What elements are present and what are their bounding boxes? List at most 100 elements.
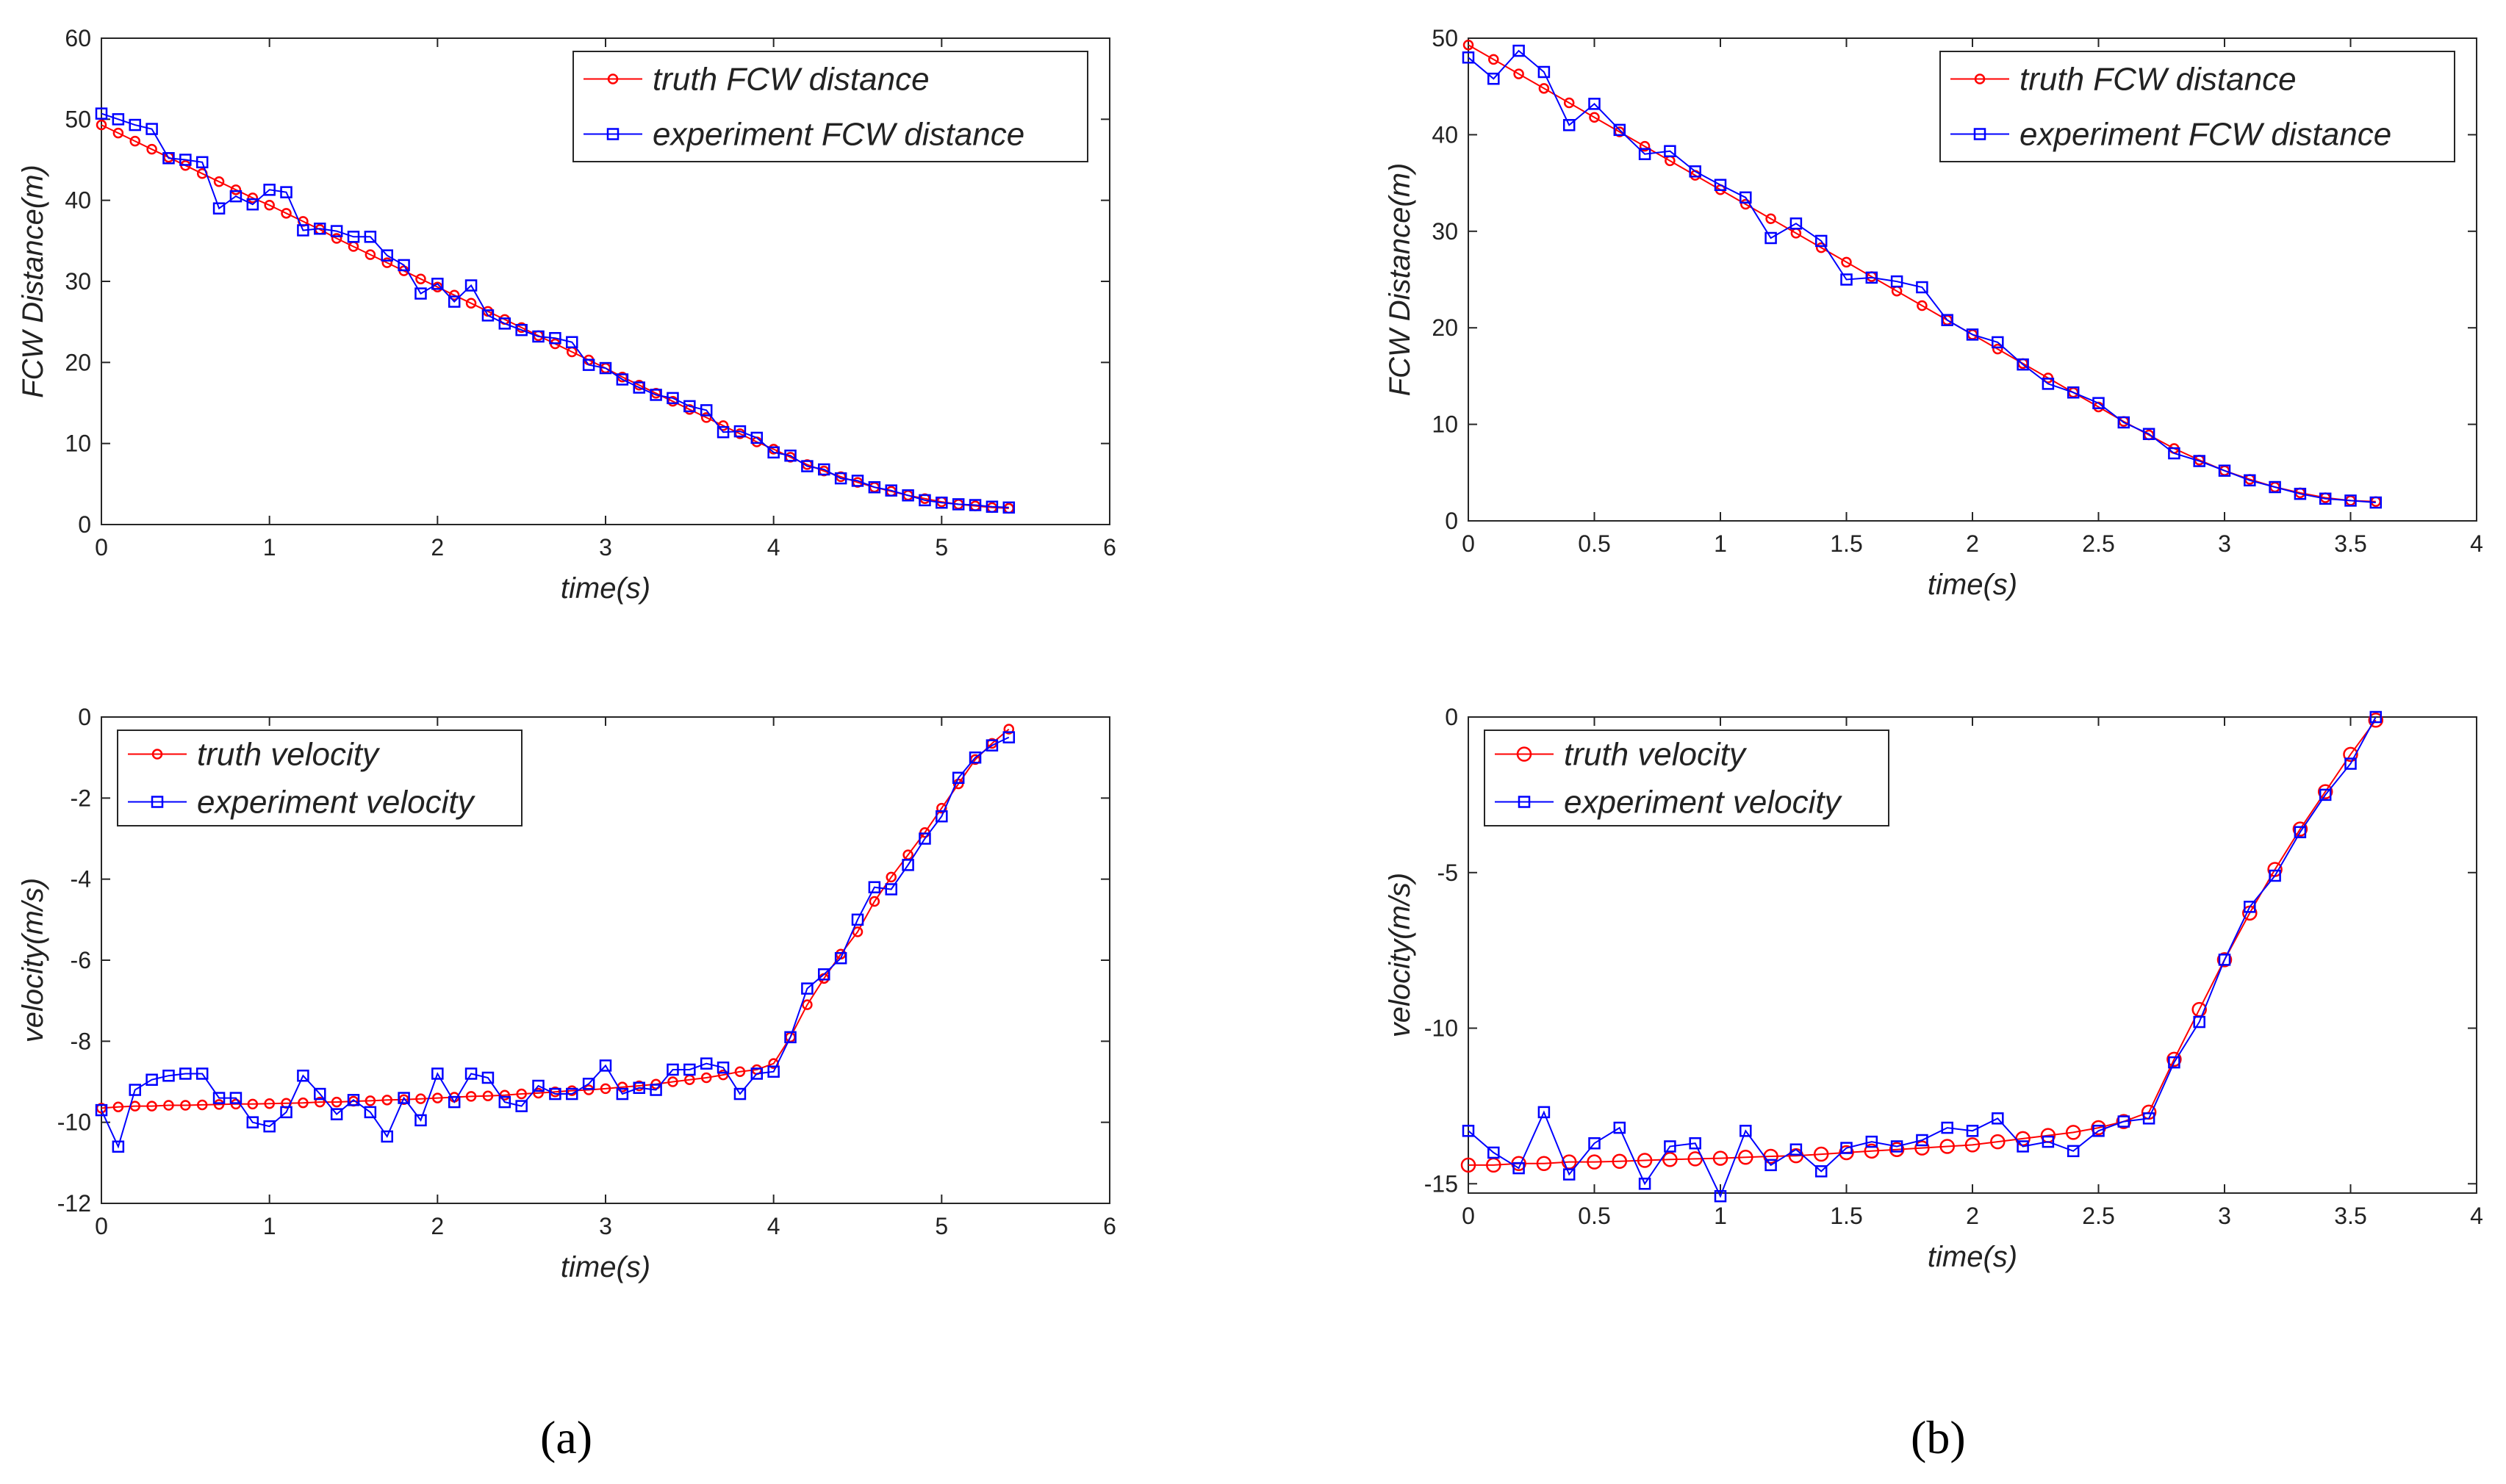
data-point xyxy=(818,463,830,476)
data-point xyxy=(936,802,947,814)
data-point xyxy=(733,425,747,438)
data-point xyxy=(146,143,157,155)
data-point xyxy=(1612,1153,1628,1170)
data-point xyxy=(213,1099,225,1110)
data-point xyxy=(1864,1143,1880,1159)
data-point xyxy=(1512,1161,1525,1175)
data-point xyxy=(229,190,243,203)
y-tick-label: 40 xyxy=(1432,121,1458,148)
data-point xyxy=(1588,1137,1601,1150)
y-tick-label: -12 xyxy=(57,1190,91,1217)
y-tick-label: 30 xyxy=(1432,218,1458,245)
data-point xyxy=(1003,724,1015,735)
data-point xyxy=(802,999,813,1010)
data-point xyxy=(1513,68,1524,79)
data-point xyxy=(280,1106,292,1119)
data-point xyxy=(1639,140,1651,152)
legend-marker xyxy=(1974,73,1986,84)
data-point xyxy=(851,475,864,487)
data-point xyxy=(398,259,410,272)
data-point xyxy=(1941,314,1953,326)
y-tick-label: 50 xyxy=(65,106,91,132)
y-axis-label: FCW Distance(m) xyxy=(17,165,49,398)
data-point xyxy=(195,156,209,169)
data-point xyxy=(112,1140,125,1153)
data-point xyxy=(2116,1114,2132,1129)
data-point xyxy=(2117,416,2130,429)
data-point xyxy=(431,278,444,290)
legend-marker xyxy=(1516,746,1532,762)
data-point xyxy=(616,1087,629,1101)
data-point xyxy=(2142,1112,2155,1125)
data-point xyxy=(2269,480,2281,494)
data-point xyxy=(498,317,511,330)
data-point xyxy=(1562,1168,1576,1181)
data-point xyxy=(600,1083,611,1095)
data-point xyxy=(482,1090,494,1102)
data-point xyxy=(364,231,377,243)
data-point xyxy=(1462,1125,1475,1137)
data-point xyxy=(1589,112,1600,123)
data-point xyxy=(415,273,426,284)
data-point xyxy=(515,1100,528,1112)
data-point xyxy=(1917,300,1928,311)
data-point xyxy=(2092,397,2105,409)
data-point xyxy=(112,127,124,139)
data-point xyxy=(869,896,880,907)
data-point xyxy=(1689,165,1701,178)
data-point xyxy=(2344,757,2357,770)
legend-box xyxy=(117,730,523,826)
data-point xyxy=(381,249,393,262)
data-point xyxy=(1487,72,1500,85)
data-point xyxy=(1460,1157,1476,1173)
data-point xyxy=(398,1092,410,1104)
data-point xyxy=(650,389,662,401)
data-point xyxy=(146,1101,157,1112)
x-axis-label: time(s) xyxy=(561,1251,650,1283)
data-point xyxy=(1814,234,1828,248)
data-point xyxy=(1916,281,1928,294)
data-point xyxy=(2269,869,2281,882)
y-tick-label: -6 xyxy=(71,947,91,973)
legend-box xyxy=(572,51,1088,162)
data-point xyxy=(633,381,645,394)
data-point xyxy=(1488,54,1499,65)
data-point xyxy=(2017,1140,2029,1153)
data-point xyxy=(1765,213,1776,224)
data-point xyxy=(247,192,259,203)
data-point xyxy=(985,500,999,513)
x-tick-label: 2 xyxy=(1966,1203,1979,1229)
data-point xyxy=(868,881,881,893)
data-point xyxy=(2317,784,2333,799)
data-point xyxy=(162,1069,175,1082)
series-line-1 xyxy=(101,728,1010,1109)
data-point xyxy=(2369,496,2383,509)
data-point xyxy=(2142,428,2155,440)
data-point xyxy=(1789,217,1803,230)
y-axis-label: FCW Distance(m) xyxy=(1384,163,1416,397)
y-tick-label: -15 xyxy=(1424,1170,1458,1197)
data-point xyxy=(767,1065,780,1078)
y-tick-label: -2 xyxy=(71,785,91,811)
y-axis-label: velocity(m/s) xyxy=(1384,873,1416,1037)
data-point xyxy=(919,494,931,507)
data-point xyxy=(582,359,595,371)
data-point xyxy=(1536,1156,1552,1172)
data-point xyxy=(1537,65,1551,79)
data-point xyxy=(1916,1134,1928,1147)
data-point xyxy=(1538,83,1550,94)
data-point xyxy=(179,1067,192,1080)
data-point xyxy=(212,1092,226,1104)
data-point xyxy=(566,336,578,348)
data-point xyxy=(1637,1153,1653,1168)
data-point xyxy=(952,498,965,511)
data-point xyxy=(297,224,309,237)
x-tick-label: 3.5 xyxy=(2334,530,2366,557)
data-point xyxy=(414,287,427,300)
data-point xyxy=(112,1101,124,1112)
y-tick-label: 0 xyxy=(1445,704,1458,730)
data-point xyxy=(1689,1137,1701,1150)
data-point xyxy=(549,1087,561,1101)
y-tick-label: 20 xyxy=(1432,314,1458,341)
data-point xyxy=(246,1116,259,1128)
